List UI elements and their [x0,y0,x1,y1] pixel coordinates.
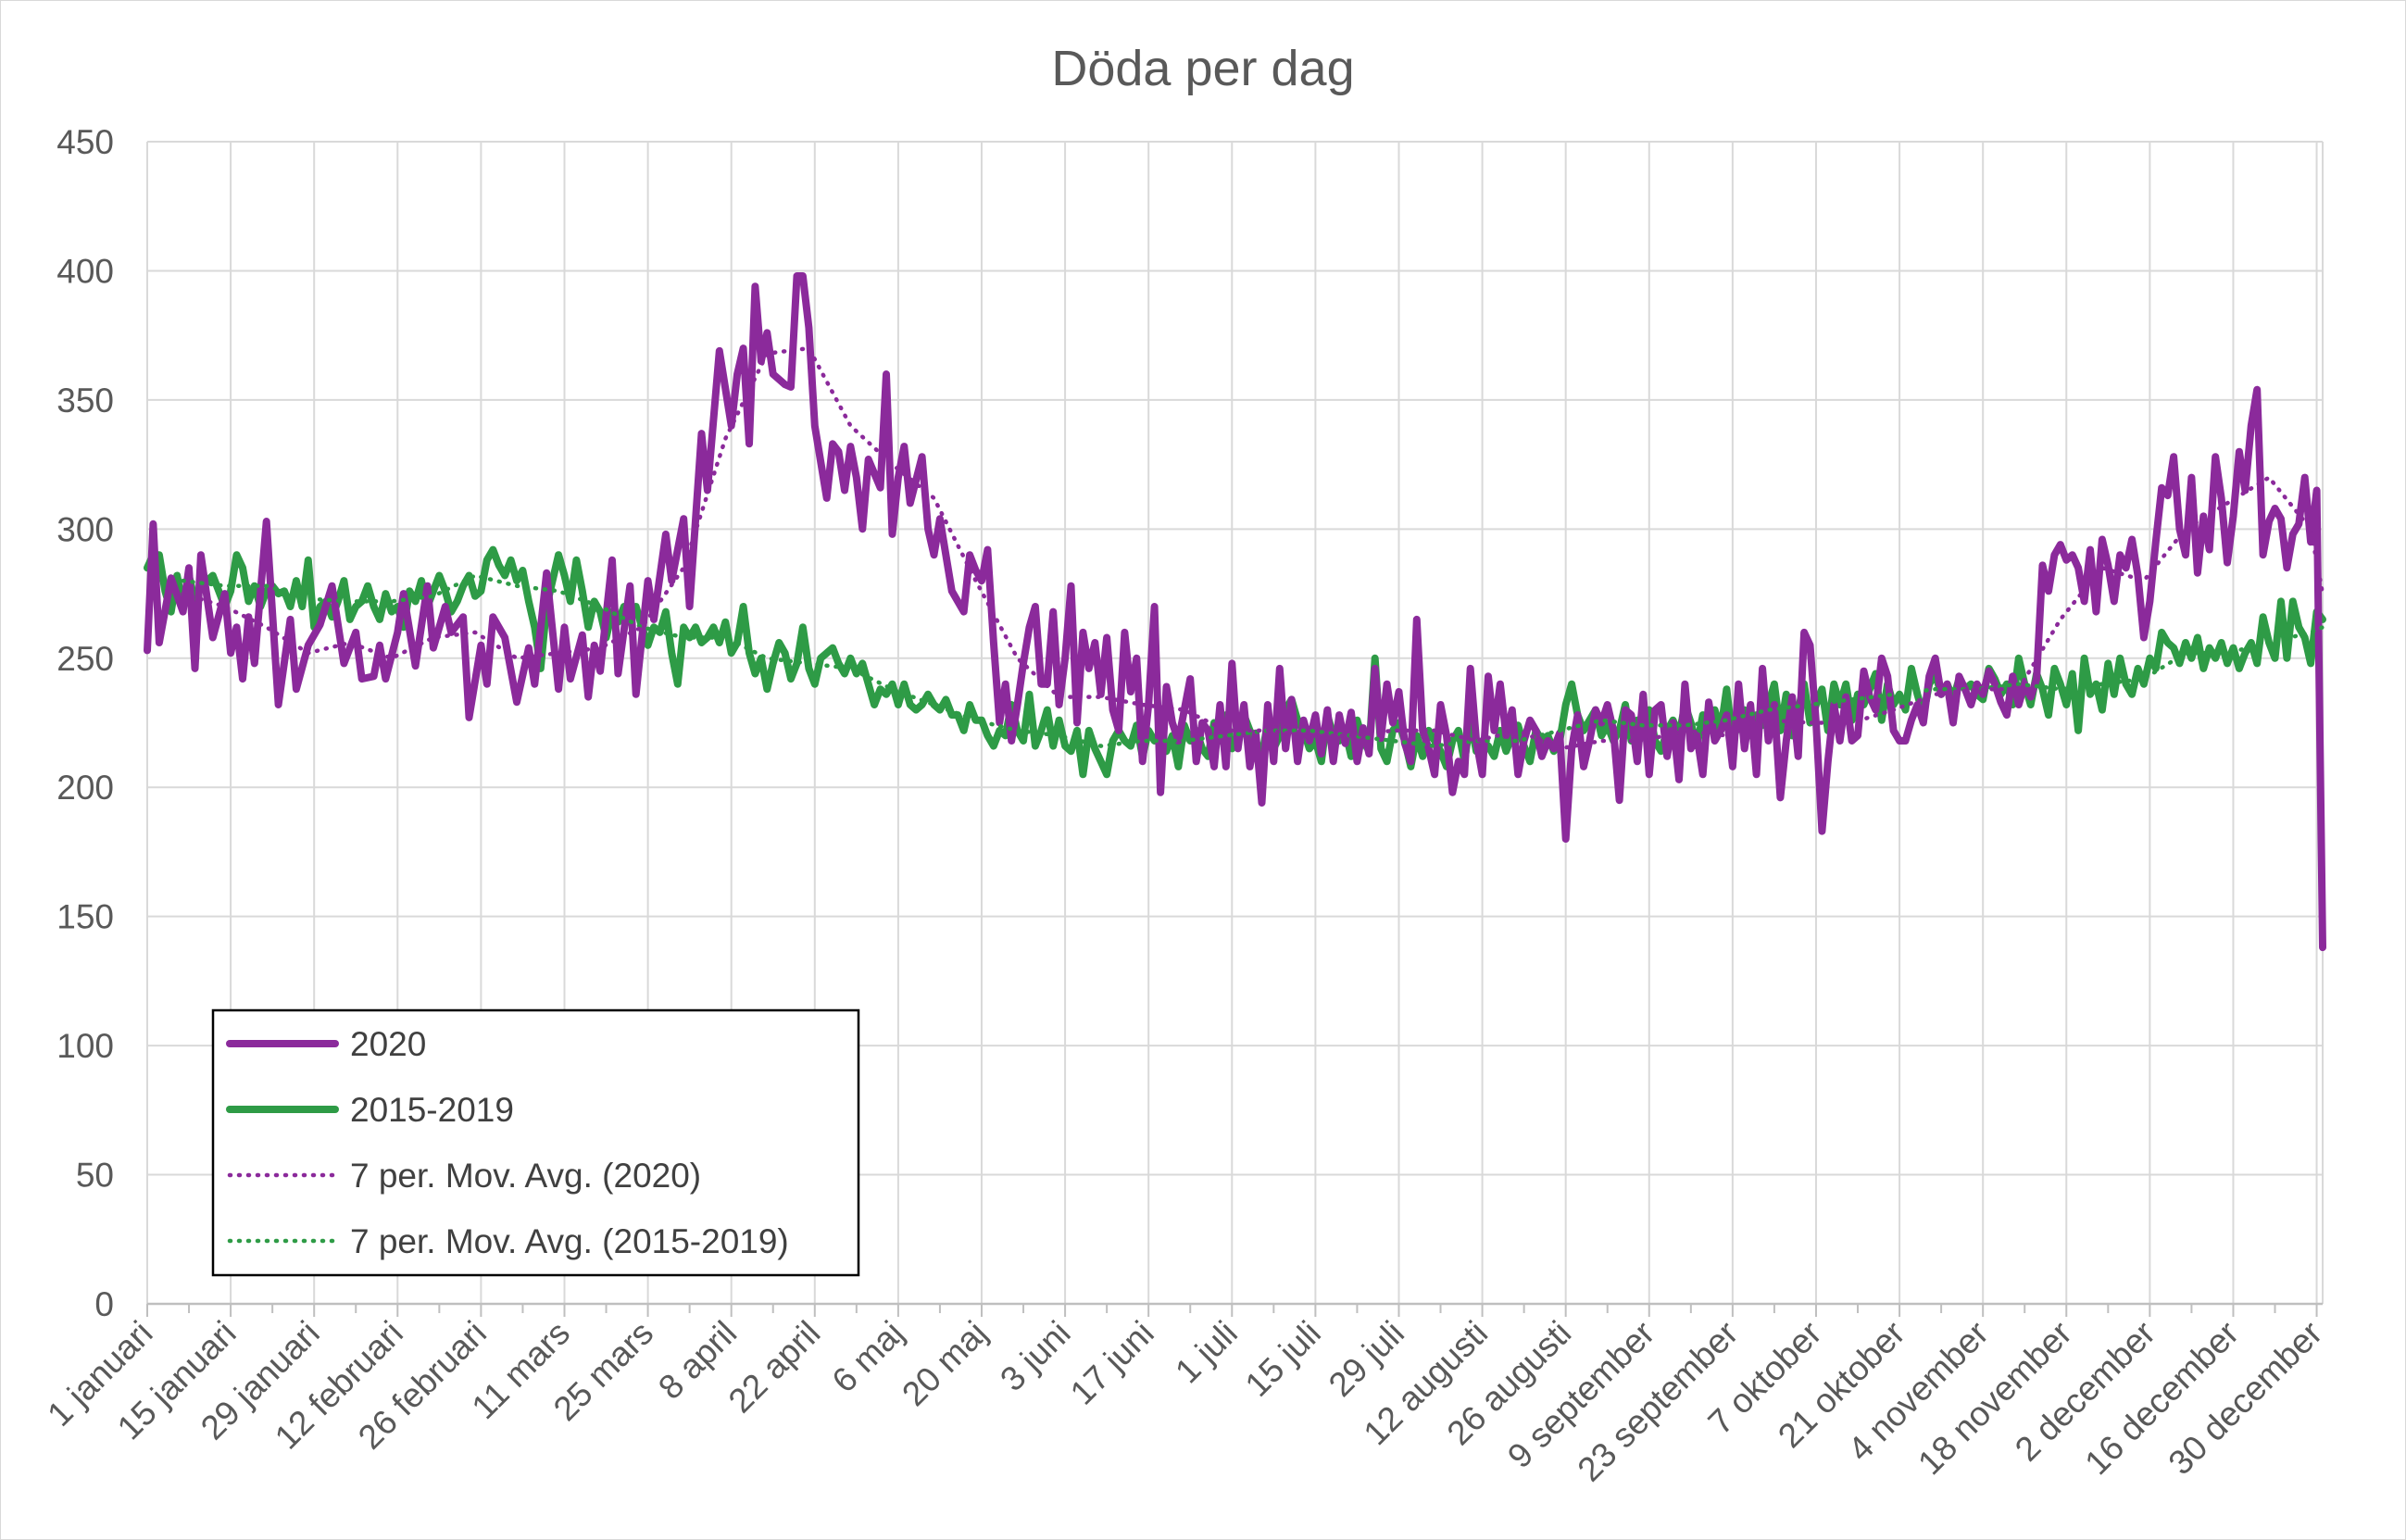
y-tick-label: 150 [56,898,114,936]
y-tick-label: 0 [94,1285,114,1323]
y-tick-label: 200 [56,769,114,807]
chart-title: Döda per dag [1051,41,1354,96]
y-tick-label: 400 [56,252,114,290]
legend-label: 2020 [350,1025,426,1063]
legend-label: 7 per. Mov. Avg. (2015-2019) [350,1222,789,1260]
y-tick-label: 50 [76,1157,114,1195]
legend-box [211,1008,860,1277]
y-tick-label: 250 [56,640,114,678]
legend: 2020 2015-2019 7 per. Mov. Avg. (2020) 7 pe… [211,1008,860,1277]
series-mov-avg-2020 [181,345,2325,751]
y-tick-label: 350 [56,382,114,419]
legend-label: 7 per. Mov. Avg. (2020) [350,1157,701,1195]
legend-label: 2015-2019 [350,1091,514,1129]
series [144,272,2326,952]
series-line [144,272,2326,952]
y-tick-label: 450 [56,123,114,161]
y-tick-label: 300 [56,510,114,548]
y-tick-label: 100 [56,1027,114,1065]
